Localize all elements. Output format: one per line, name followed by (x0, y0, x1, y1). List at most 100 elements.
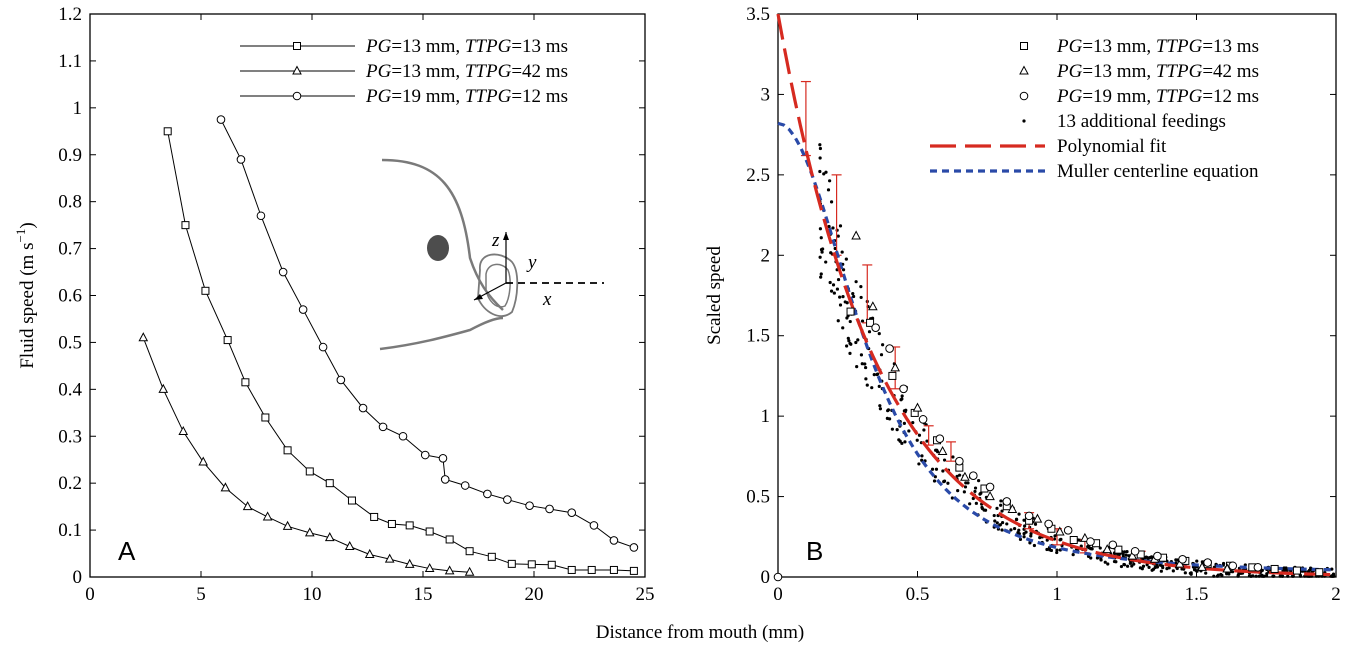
additional-feeding-point (836, 319, 840, 323)
additional-feeding-point (1055, 550, 1059, 555)
additional-feeding-point (963, 485, 968, 489)
legend-label: PG=13 mm, TTPG=42 ms (365, 61, 568, 82)
additional-feeding-point (1048, 548, 1052, 552)
additional-feeding-point (832, 291, 836, 295)
additional-feeding-point (1219, 572, 1223, 577)
additional-feeding-point (859, 285, 863, 289)
data-point (438, 454, 448, 463)
additional-feeding-point (845, 344, 849, 348)
data-point (1002, 497, 1012, 506)
legend-label: Polynomial fit (1057, 136, 1167, 157)
data-point (1197, 561, 1207, 571)
additional-feeding-point (1022, 535, 1026, 539)
series-line (220, 119, 635, 548)
data-point (460, 481, 470, 490)
additional-feeding-point (851, 291, 855, 296)
additional-feeding-point (831, 283, 836, 287)
additional-feeding-point (818, 146, 823, 151)
additional-feeding-point (1174, 561, 1178, 565)
additional-feeding-point (915, 438, 919, 442)
additional-feeding-point (1148, 555, 1152, 560)
data-point (424, 562, 435, 573)
additional-feeding-point (1183, 571, 1187, 575)
data-point (420, 450, 430, 460)
y-tick-label: 1 (73, 98, 83, 119)
additional-feeding-point (854, 280, 858, 284)
additional-feeding-point (890, 427, 894, 431)
additional-feeding-point (900, 441, 904, 445)
additional-feeding-point (962, 490, 966, 494)
additional-feeding-point (897, 438, 901, 442)
additional-feeding-point (1023, 524, 1027, 528)
z-axis-letter: z (491, 230, 500, 251)
data-point (305, 467, 314, 476)
additional-feeding-point (841, 326, 845, 330)
y-tick-label: 0.2 (58, 473, 82, 494)
additional-feeding-point (840, 250, 844, 254)
legend-label: PG=19 mm, TTPG=12 ms (1056, 86, 1259, 107)
additional-feeding-point (1071, 553, 1075, 557)
data-point (405, 521, 414, 530)
data-point (846, 307, 855, 316)
additional-feeding-point (1236, 573, 1240, 577)
data-point (1108, 540, 1118, 550)
additional-feeding-point (824, 260, 828, 264)
additional-feeding-point (1099, 558, 1103, 562)
data-point (201, 286, 210, 295)
data-point (464, 566, 475, 576)
additional-feeding-point (829, 289, 834, 293)
y-tick-label: 1.2 (58, 4, 82, 25)
data-point (387, 519, 396, 528)
data-point (445, 535, 454, 544)
additional-feeding-point (877, 332, 881, 336)
additional-feeding-point (831, 226, 835, 230)
additional-feeding-point (846, 336, 850, 340)
additional-feeding-point (1158, 563, 1163, 567)
mouth-inner (485, 263, 511, 308)
y-tick-label: 0.3 (58, 426, 82, 447)
data-point (364, 548, 375, 558)
additional-feeding-point (1272, 574, 1276, 578)
data-point (955, 456, 964, 466)
additional-feeding-point (1098, 546, 1102, 550)
additional-feeding-point (930, 467, 935, 471)
additional-feeding-point (950, 496, 954, 500)
additional-feeding-point (1254, 574, 1258, 578)
additional-feeding-point (1132, 562, 1136, 566)
additional-feeding-point (877, 384, 881, 388)
data-point (1222, 563, 1233, 573)
data-point (773, 572, 783, 582)
additional-feeding-point (1018, 537, 1023, 541)
data-point (567, 565, 576, 574)
additional-feeding-point (870, 386, 874, 390)
data-point (483, 489, 492, 499)
additional-feeding-point (838, 303, 843, 307)
legend-marker (1020, 42, 1028, 50)
data-point (178, 425, 189, 436)
data-point (198, 456, 209, 466)
additional-feeding-point (864, 377, 868, 381)
additional-feeding-point (920, 454, 924, 458)
additional-feeding-point (1121, 552, 1125, 557)
additional-feeding-point (934, 467, 939, 471)
additional-feeding-point (956, 489, 960, 493)
additional-feeding-point (854, 340, 858, 345)
data-point (404, 558, 415, 568)
additional-feeding-point (995, 521, 999, 525)
additional-feeding-point (819, 248, 824, 252)
x-tick-label: 1 (1052, 584, 1062, 605)
y-tick-label: 1 (761, 406, 771, 427)
y-axis-letter: y (526, 252, 537, 273)
additional-feeding-point (855, 364, 859, 369)
additional-feeding-point (841, 268, 846, 272)
x-tick-label: 0 (85, 584, 95, 605)
data-point (398, 431, 408, 441)
y-tick-label: 0 (73, 567, 83, 588)
data-point (138, 332, 149, 342)
additional-feeding-point (848, 351, 852, 356)
data-point (1292, 566, 1301, 575)
data-point (236, 155, 246, 164)
data-point (1253, 563, 1263, 572)
additional-feeding-point (1024, 530, 1028, 534)
y-arrowhead (474, 294, 483, 300)
